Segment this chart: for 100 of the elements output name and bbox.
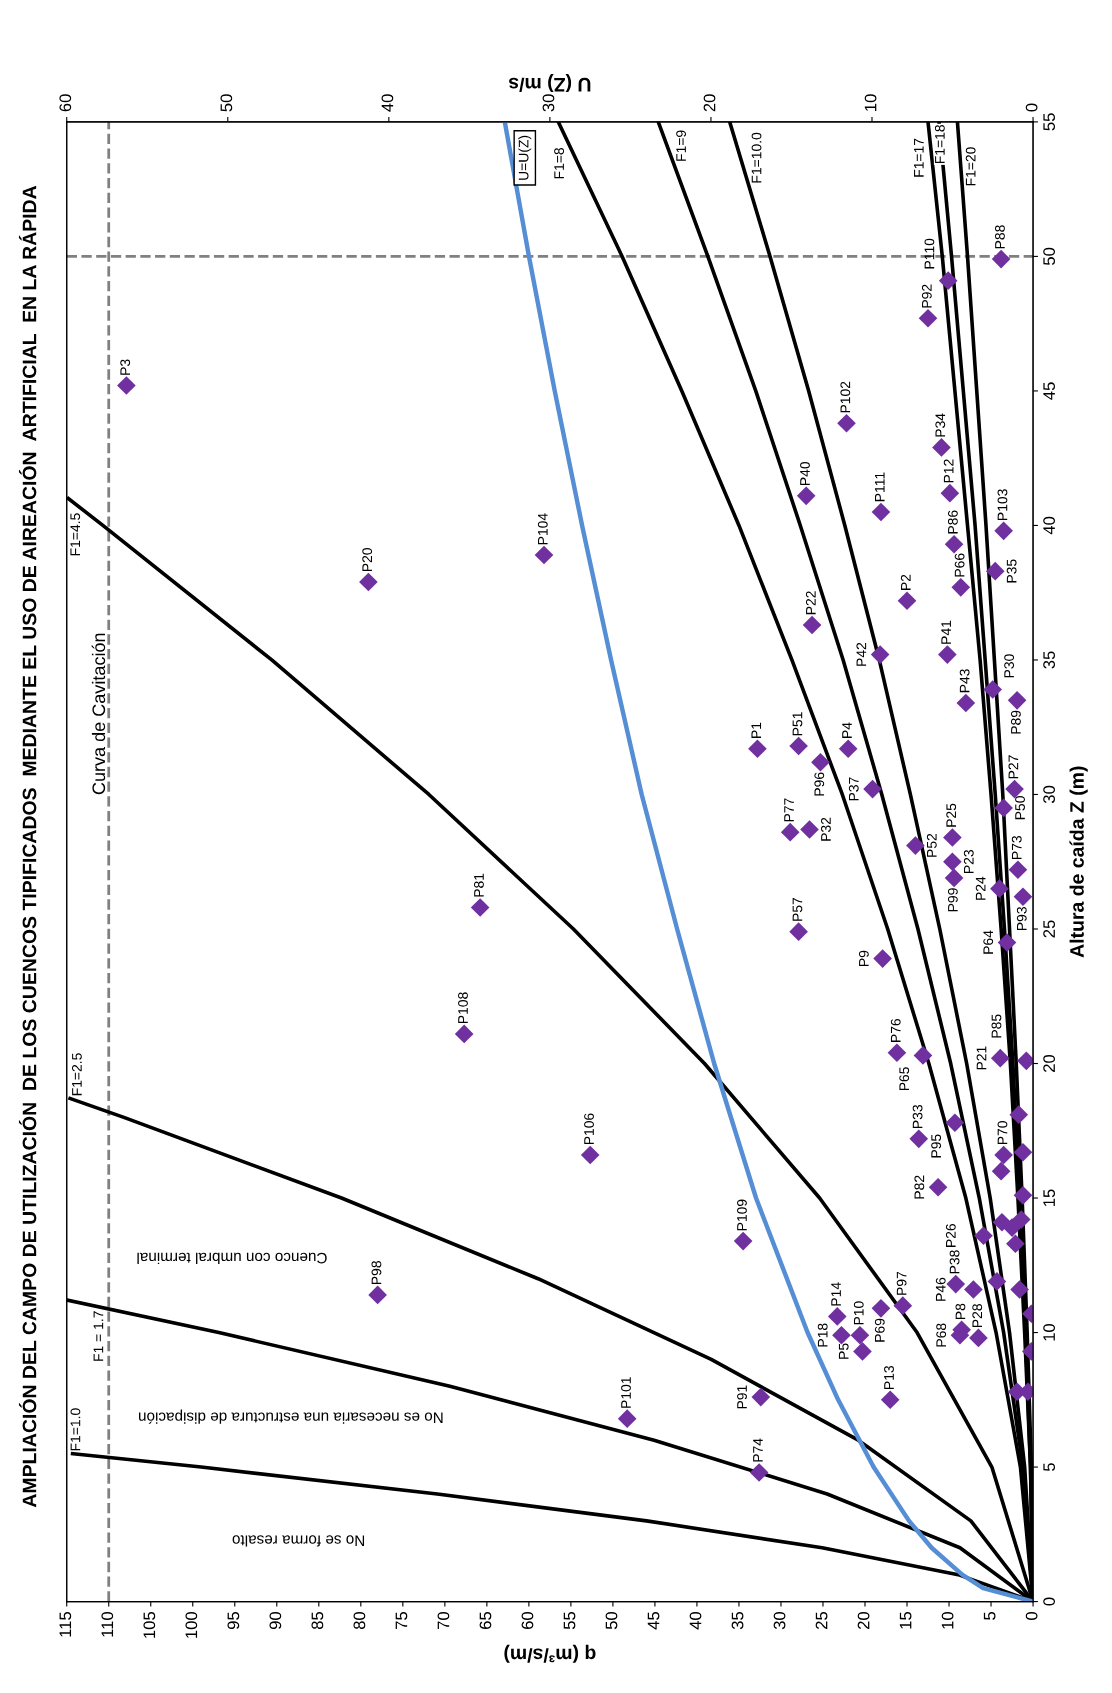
x-tick-label: 65 [479, 1612, 492, 1629]
text: F1=2.5 [71, 1053, 82, 1096]
x-tick-label: 10 [941, 1611, 954, 1629]
data-label: P81 [474, 873, 484, 897]
data-label: P95 [931, 1134, 942, 1158]
data-label: P98 [371, 1261, 382, 1285]
text: F1=4.5 [70, 513, 81, 556]
text: F1=18 [934, 125, 945, 164]
x-tick-label: 105 [143, 1612, 156, 1638]
x2-tick-label: 40 [381, 94, 394, 112]
data-label: P93 [1016, 907, 1027, 931]
text: F1=1.0 [70, 1408, 81, 1451]
text: AMPLIACIÓN DEL CAMPO DE UTILIZACIÓN DE LOS CUENCOS TIPIFICADOS MEDIANTE EL USO DE AIREACIÓN ARTIFICIAL EN LA RÁPIDA [18, 185, 37, 1508]
x-tick-label: 50 [605, 1611, 618, 1630]
data-label: P8 [955, 1303, 966, 1319]
x-tick-label: 85 [311, 1612, 324, 1630]
x-tick-label: 40 [689, 1611, 702, 1630]
data-label: P69 [874, 1318, 885, 1342]
text: F1=10.0 [751, 132, 762, 183]
x2-tick-label: 60 [59, 94, 72, 112]
data-label: P27 [1008, 755, 1019, 779]
y-tick-label: 30 [1043, 785, 1056, 804]
data-label: P2 [900, 574, 911, 590]
data-label: P32 [821, 817, 831, 841]
data-label: P89 [1010, 710, 1021, 734]
data-label: P22 [805, 591, 816, 615]
data-label: P28 [972, 1304, 983, 1328]
data-label: P76 [890, 1018, 901, 1042]
text: U=U(Z) [518, 135, 532, 180]
data-label: P14 [831, 1282, 841, 1306]
data-label: P99 [947, 888, 958, 912]
x-tick-label: 55 [563, 1612, 576, 1630]
data-label: P51 [792, 712, 803, 736]
data-label: P24 [975, 876, 986, 900]
y-tick-label: 25 [1043, 920, 1056, 938]
data-label: P106 [584, 1113, 594, 1145]
data-label: P64 [983, 930, 994, 954]
x-tick-label: 35 [731, 1612, 744, 1630]
y-tick-label: 0 [1043, 1597, 1056, 1606]
data-label: P10 [853, 1301, 864, 1325]
data-label: P77 [784, 798, 794, 822]
data-label: P20 [362, 548, 373, 572]
y-tick-label: 40 [1043, 516, 1056, 535]
data-label: P102 [840, 381, 851, 413]
text: F1=8 [554, 147, 565, 179]
y-axis-title: Altura de caída Z (m) [1069, 766, 1088, 958]
x2-tick-label: 0 [1025, 103, 1038, 112]
data-label: P109 [737, 1199, 747, 1231]
data-label: P9 [858, 950, 869, 966]
text: F1 = 1.7 [93, 1311, 104, 1361]
data-label: P91 [737, 1385, 747, 1409]
ref-line-label: Curva de Cavitación [91, 633, 106, 795]
x2-axis-title: U (Z) m/s [509, 73, 591, 93]
data-label: P5 [838, 1343, 849, 1359]
data-label: P104 [537, 513, 548, 545]
data-label: P73 [1011, 835, 1022, 859]
text: F1=9 [676, 130, 687, 161]
text: F1=17 [914, 138, 924, 177]
x2-tick-label: 20 [703, 94, 716, 112]
data-label: P111 [874, 472, 885, 502]
data-label: P65 [899, 1067, 910, 1091]
data-label: P57 [792, 897, 803, 921]
data-label: P18 [817, 1323, 828, 1347]
data-label: P88 [995, 225, 1005, 249]
x-tick-label: 30 [773, 1611, 786, 1630]
data-label: P35 [1006, 559, 1017, 583]
x-tick-label: 5 [983, 1612, 996, 1620]
data-label: P37 [848, 777, 859, 801]
data-label: P103 [997, 489, 1008, 520]
data-label: P4 [842, 722, 852, 738]
data-label: P34 [935, 413, 946, 437]
x2-tick-label: 30 [542, 94, 555, 112]
data-label: P12 [943, 459, 954, 483]
x-axis-title: q (m³/s/m) [504, 1644, 596, 1663]
x-tick-label: 95 [227, 1612, 240, 1630]
x-tick-label: 75 [395, 1612, 408, 1629]
x-tick-label: 15 [899, 1612, 912, 1629]
x-tick-label: 80 [353, 1611, 366, 1630]
data-label: P85 [991, 1014, 1002, 1038]
annotation: Cuenco con umbral terminal [137, 1252, 327, 1264]
data-label: P23 [963, 849, 974, 873]
y-tick-label: 20 [1043, 1054, 1056, 1072]
x-tick-label: 90 [269, 1611, 282, 1630]
data-label: P13 [884, 1365, 894, 1389]
data-label: P68 [936, 1323, 947, 1347]
y-tick-label: 5 [1043, 1463, 1056, 1472]
data-label: P30 [1004, 654, 1015, 678]
y-tick-label: 35 [1043, 651, 1056, 669]
annotation: No es necesaria una estructura de disipación [139, 1409, 443, 1424]
data-label: P92 [921, 284, 932, 308]
data-label: P110 [924, 238, 935, 269]
data-label: P41 [941, 620, 951, 644]
x-tick-label: 115 [59, 1612, 72, 1637]
y-tick-label: 45 [1043, 382, 1056, 400]
data-label: P26 [945, 1223, 956, 1247]
data-label: P101 [621, 1377, 631, 1408]
data-label: P66 [954, 553, 965, 577]
data-label: P86 [947, 510, 958, 534]
x-tick-label: 25 [815, 1612, 828, 1629]
data-label: P25 [946, 803, 957, 827]
